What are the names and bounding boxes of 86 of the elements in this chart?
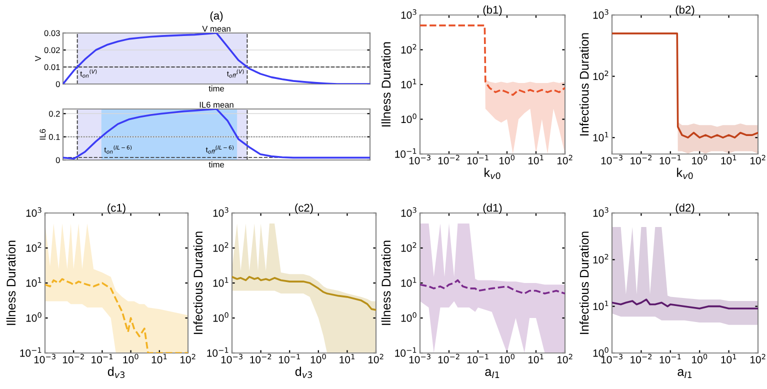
y-tick-label: 10$^{2}$	[593, 70, 608, 80]
y-tick-label: 10$^{0}$	[26, 312, 42, 322]
chart-title: (d1)	[483, 204, 502, 214]
x-tick-label: 10$^{1}$	[528, 354, 544, 364]
x-axis-title: k$_{v0}$	[484, 168, 500, 180]
x-axis-title: d$_{v3}$	[108, 366, 124, 378]
x-tick-label: 10$^{1}$	[721, 354, 736, 364]
y-tick-label: 10$^{2}$	[213, 242, 228, 252]
x-tick-label: 10$^{−1}$	[92, 354, 113, 364]
x-axis-title: k$_{v0}$	[677, 168, 693, 180]
y-tick-label: 10$^{1}$	[593, 300, 608, 310]
y-tick-label: 0.1	[48, 134, 60, 140]
y-axis-title: Infectious Duration	[580, 33, 589, 136]
x-tick-label: 10$^{2}$	[180, 354, 196, 364]
y-tick-label: 10$^{0}$	[401, 114, 416, 124]
y-tick-label: 10$^{0}$	[213, 312, 228, 322]
x-tick-label: 10$^{−1}$	[660, 354, 681, 364]
chart-title: (d2)	[676, 204, 694, 214]
x-axis-title: a$_{I1}$	[485, 369, 500, 378]
x-axis-title: a$_{I1}$	[678, 369, 692, 378]
x-tick-label: 10$^{0}$	[499, 154, 515, 164]
y-tick-label: 10$^{0}$	[593, 347, 608, 357]
x-tick-label: 10$^{0}$	[692, 354, 708, 364]
y-tick-label: 10$^{3}$	[26, 207, 42, 217]
chart-title: (a)	[210, 11, 223, 22]
y-tick-label: 10$^{3}$	[593, 207, 608, 217]
y-tick-label: 10$^{0}$	[401, 312, 416, 322]
x-tick-label: 10$^{1}$	[528, 154, 544, 164]
y-axis-title: V	[35, 56, 41, 62]
x-tick-label: 10$^{−1}$	[660, 154, 681, 164]
y-tick-label: 10$^{1}$	[213, 277, 228, 287]
y-tick-label: 10$^{3}$	[401, 207, 416, 217]
y-tick-label: 10$^{3}$	[213, 207, 228, 217]
x-axis-title: time	[208, 85, 224, 92]
y-axis-title: Illness Duration	[6, 240, 16, 325]
y-tick-label: 0.01	[44, 64, 60, 70]
x-tick-label: 10$^{−1}$	[467, 154, 488, 164]
chart-title: (b1)	[483, 6, 502, 16]
y-tick-label: 10$^{1}$	[26, 277, 42, 287]
chart-title: (b2)	[676, 6, 694, 16]
x-tick-label: 10$^{2}$	[557, 354, 572, 364]
y-axis-title: Illness Duration	[381, 42, 391, 126]
y-tick-label: 10$^{3}$	[593, 9, 608, 19]
x-tick-label: 10$^{−2}$	[438, 354, 460, 364]
x-tick-label: 10$^{1}$	[152, 354, 167, 364]
y-tick-label: 10$^{2}$	[401, 44, 416, 54]
x-tick-label: 10$^{−2}$	[630, 154, 652, 164]
x-tick-label: 10$^{2}$	[368, 354, 384, 364]
x-axis-title: d$_{v3}$	[295, 366, 312, 378]
y-axis-title: IL6	[40, 129, 46, 140]
x-tick-label: 10$^{2}$	[750, 354, 766, 364]
x-tick-label: 10$^{−1}$	[467, 354, 488, 364]
x-tick-label: 10$^{2}$	[750, 154, 766, 164]
y-tick-label: 0.2	[48, 110, 60, 117]
y-axis-title: Infectious Duration	[580, 232, 589, 334]
chart-title: IL6 mean	[200, 102, 234, 108]
y-tick-label: 0	[56, 81, 60, 88]
y-tick-label: 10$^{2}$	[593, 254, 608, 264]
y-tick-label: 0	[56, 157, 60, 164]
x-tick-label: 10$^{−2}$	[62, 354, 84, 364]
x-tick-label: 10$^{0}$	[310, 354, 326, 364]
y-axis-title: Infectious Duration	[193, 232, 203, 334]
y-tick-label: 10$^{3}$	[401, 9, 416, 19]
x-tick-label: 10$^{−3}$	[601, 154, 622, 164]
x-tick-label: 10$^{−2}$	[630, 354, 652, 364]
x-tick-label: 10$^{0}$	[499, 354, 515, 364]
y-tick-label: 10$^{2}$	[401, 242, 416, 252]
x-tick-label: 10$^{1}$	[721, 154, 736, 164]
y-tick-label: 10$^{1}$	[401, 277, 416, 287]
x-axis-title: time	[208, 161, 224, 168]
y-tick-label: 10$^{1}$	[593, 132, 608, 142]
chart-title: (c2)	[295, 204, 313, 214]
x-tick-label: 10$^{0}$	[692, 154, 708, 164]
y-tick-label: 0.02	[44, 47, 60, 54]
x-tick-label: 10$^{0}$	[123, 354, 138, 364]
chart-subtitle: V mean	[202, 26, 230, 32]
y-tick-label: 10$^{1}$	[401, 78, 416, 88]
chart-title: (c1)	[108, 204, 126, 214]
x-tick-label: 10$^{−1}$	[278, 354, 300, 364]
x-tick-label: 10$^{−2}$	[250, 354, 272, 364]
x-tick-label: 10$^{2}$	[557, 154, 572, 164]
x-tick-label: 10$^{1}$	[340, 354, 355, 364]
x-tick-label: 10$^{−2}$	[438, 154, 460, 164]
y-tick-label: 0.03	[44, 30, 60, 36]
y-tick-label: 10$^{2}$	[26, 242, 42, 252]
y-axis-title: Illness Duration	[381, 240, 391, 325]
